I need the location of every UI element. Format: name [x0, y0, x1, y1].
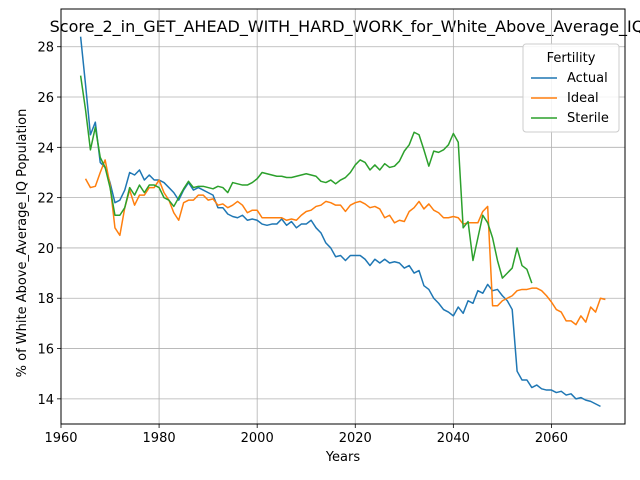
y-tick-label: 22 — [37, 192, 54, 207]
y-tick-label: 16 — [37, 343, 54, 358]
y-tick-label: 18 — [37, 292, 54, 307]
legend-box — [522, 43, 620, 133]
series-line-ideal — [84, 159, 606, 326]
x-axis-label: Years — [325, 450, 361, 465]
legend-title: Fertility — [547, 51, 596, 66]
series-line-sterile — [79, 75, 533, 284]
x-tick-label: 2020 — [339, 431, 372, 446]
legend-label-ideal: Ideal — [567, 91, 599, 106]
x-axis: 1960 1980 2000 2020 2040 2060 — [44, 424, 568, 446]
legend-label-sterile: Sterile — [567, 111, 609, 126]
series-lines — [79, 36, 606, 408]
y-tick-label: 26 — [37, 91, 54, 106]
chart-title: Score_2_in_GET_AHEAD_WITH_HARD_WORK_for_… — [50, 17, 640, 37]
y-tick-label: 28 — [37, 41, 54, 56]
legend-label-actual: Actual — [567, 71, 608, 86]
x-tick-label: 1980 — [143, 431, 176, 446]
x-tick-label: 2040 — [437, 431, 470, 446]
y-tick-label: 20 — [37, 242, 54, 257]
legend: Fertility Actual Ideal Sterile — [522, 43, 620, 133]
x-tick-label: 2060 — [535, 431, 568, 446]
x-tick-label: 2000 — [241, 431, 274, 446]
y-axis-label: % of White Above_Average_IQ Population — [15, 109, 30, 378]
series-line-actual — [79, 36, 601, 408]
y-tick-label: 14 — [37, 393, 54, 408]
plot-frame — [60, 8, 626, 425]
x-tick-label: 1960 — [44, 431, 77, 446]
y-axis: 14 16 18 20 22 24 26 28 — [37, 41, 61, 408]
y-tick-label: 24 — [37, 141, 54, 156]
